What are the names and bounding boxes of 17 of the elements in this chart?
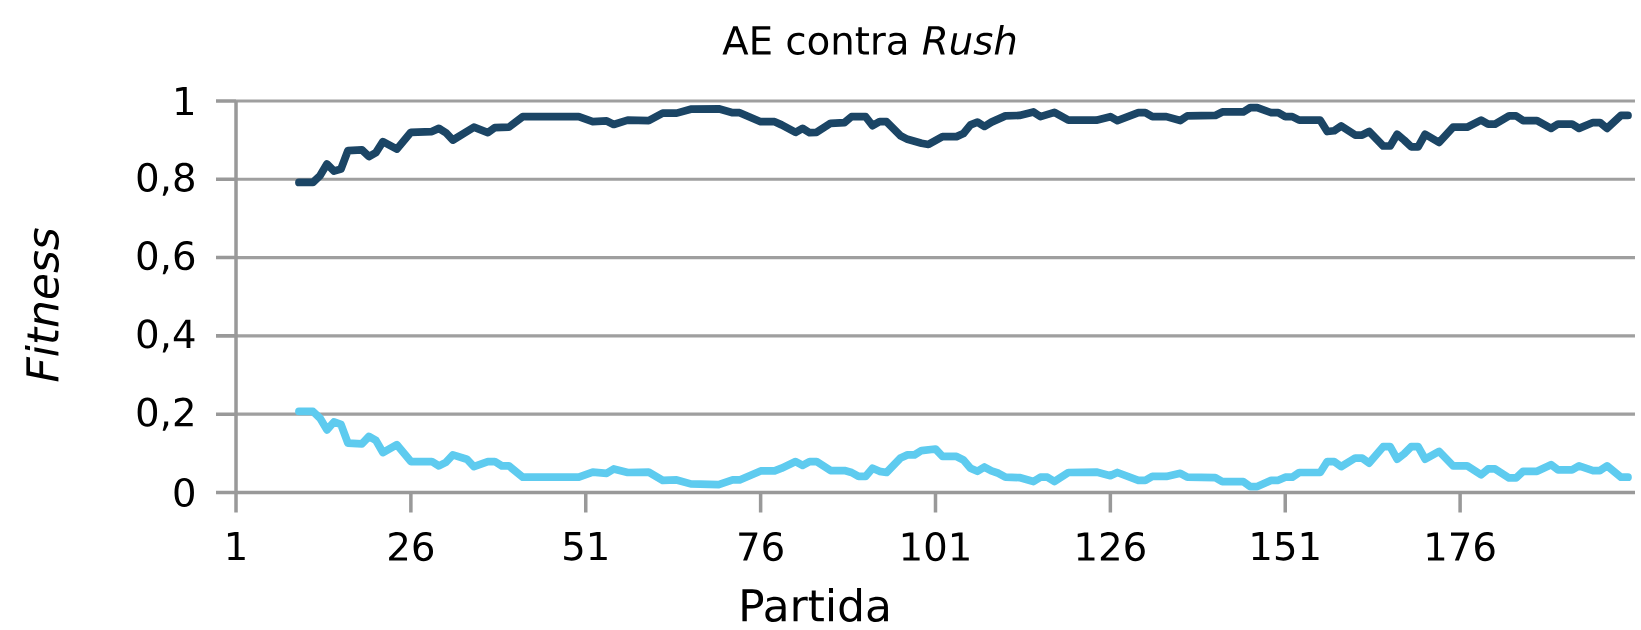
x-tick-label: 126 [1077,531,1145,562]
x-tick-label: 26 [389,531,434,562]
y-tick-label: 0,4 [137,319,195,353]
chart-title: AE contra Rush [722,25,1016,55]
x-tick-label: 76 [739,531,783,562]
y-tick-label: 0,8 [137,162,194,196]
y-axis-title: Fitness [25,228,60,382]
y-tick-label: 0,2 [137,397,193,431]
x-tick-label: 51 [564,531,607,561]
x-tick-label: 151 [1252,531,1319,561]
x-tick-label: 101 [902,531,969,562]
x-axis-title: Partida [742,587,888,622]
y-tick-label: 1 [176,86,193,116]
x-tick-label: 1 [227,531,245,561]
x-tick-label: 176 [1427,531,1495,562]
y-tick-label: 0,6 [137,241,195,275]
y-tick-label: 0 [174,477,194,508]
